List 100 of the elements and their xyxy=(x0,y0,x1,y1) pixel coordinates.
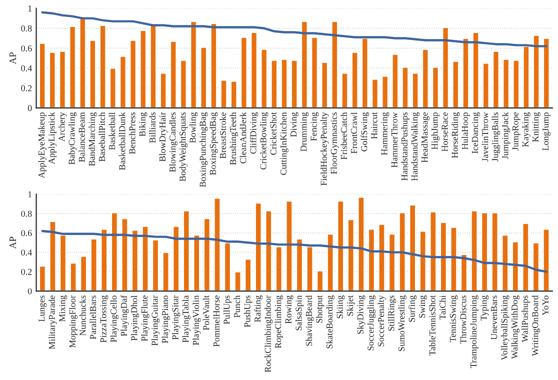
x-tick-label: JumpingJack xyxy=(502,112,510,160)
x-tick-label: Bowling xyxy=(189,112,198,143)
bar xyxy=(210,22,218,108)
bar xyxy=(290,59,298,108)
bar xyxy=(68,26,76,108)
bar xyxy=(100,228,108,292)
bar xyxy=(58,50,66,108)
bar xyxy=(89,40,96,108)
bar xyxy=(300,20,308,108)
bar xyxy=(250,32,258,108)
x-tick-label: GolfSwing xyxy=(360,112,370,152)
x-tick-label: WalkingWithDog xyxy=(511,295,520,359)
bar xyxy=(48,220,56,292)
x-tick-label: LongJump xyxy=(542,112,550,150)
bar xyxy=(452,60,460,108)
line-series xyxy=(41,230,548,273)
x-tick-label: HeadMassage xyxy=(421,112,430,162)
x-tick-label: PullUps xyxy=(223,296,232,324)
x-tick-label: TaiChi xyxy=(439,295,446,320)
bar xyxy=(234,271,242,292)
x-tick-label: TennisSwing xyxy=(450,295,458,342)
x-tick-label: Skijet xyxy=(346,295,355,316)
x-tick-label: Kayaking xyxy=(522,112,530,147)
bar xyxy=(522,222,530,292)
bar xyxy=(512,240,520,292)
y-tick-label: 0.2 xyxy=(21,268,32,275)
y-tick-label: 0.4 xyxy=(21,249,32,256)
y-tick-label: 1 xyxy=(28,191,32,198)
y-tick-label: 0.6 xyxy=(21,230,32,236)
x-tick-label: HighJump xyxy=(431,112,440,150)
bar xyxy=(120,218,128,292)
bar xyxy=(368,228,376,292)
bar xyxy=(109,67,117,108)
bar xyxy=(542,228,550,292)
x-tick-label: BasketballDunk xyxy=(118,112,126,170)
x-tick-label: CleanAndJerk xyxy=(240,112,246,164)
x-tick-label: PlayingDaf xyxy=(120,295,129,336)
bar xyxy=(482,62,490,108)
x-tick-label: Archery xyxy=(58,112,67,142)
bar xyxy=(491,212,499,292)
x-tick-label: PlayingDhol xyxy=(130,295,140,341)
x-tick-label: PlayingSitar xyxy=(172,295,180,340)
bar xyxy=(398,212,406,292)
x-tick-label: PlayingTabla xyxy=(182,295,190,342)
bar xyxy=(192,234,200,292)
bar xyxy=(542,38,550,108)
x-tick-label: Hammering xyxy=(381,112,390,155)
bar xyxy=(280,58,288,108)
bar xyxy=(460,254,468,292)
x-tick-label: JumpRope xyxy=(512,112,520,151)
x-tick-label: BreastStroke xyxy=(220,112,226,158)
x-tick-label: JavelinThrow xyxy=(482,112,488,162)
bar xyxy=(190,20,198,108)
y-tick-label: 0.8 xyxy=(21,210,32,217)
bar xyxy=(260,48,268,108)
x-tick-label: WritingOnBoard xyxy=(532,295,540,356)
x-tick-label: BabyCrawling xyxy=(68,112,77,164)
bar xyxy=(48,51,56,108)
bar xyxy=(432,66,440,108)
y-tick-label: 0 xyxy=(28,105,32,112)
x-tick-label: FieldHockeyPenalty xyxy=(320,112,329,186)
bar xyxy=(78,18,86,108)
x-tick-label: FrisbeeCatch xyxy=(340,112,348,160)
bar xyxy=(240,36,248,108)
x-tick-label: HammerThrow xyxy=(391,112,398,168)
y-tick-label: 0 xyxy=(28,288,32,294)
bar xyxy=(152,239,160,292)
x-tick-label: Drumming xyxy=(300,112,309,152)
line-series xyxy=(41,11,548,48)
bar xyxy=(412,72,420,108)
y-tick-label: 1 xyxy=(28,6,32,12)
x-tick-label: HandstandWalking xyxy=(411,112,420,181)
x-tick-label: ParallelBars xyxy=(90,296,96,340)
bar xyxy=(532,34,540,108)
bar xyxy=(330,20,338,108)
bar xyxy=(90,238,98,292)
y-tick-label: 0.8 xyxy=(21,25,32,32)
bar xyxy=(160,72,168,108)
bar xyxy=(522,46,530,108)
bar xyxy=(391,53,399,108)
x-tick-label: Biking xyxy=(139,112,148,136)
x-tick-label: Rowing xyxy=(285,295,294,324)
x-tick-label: Diving xyxy=(290,112,298,137)
bar xyxy=(110,212,118,292)
bar xyxy=(419,230,427,292)
x-tick-label: RopeClimbing xyxy=(274,295,284,348)
x-tick-label: BlowingCandles xyxy=(169,112,178,172)
x-tick-label: HandstandPushups xyxy=(401,112,410,181)
x-tick-label: PlayingCello xyxy=(110,296,119,342)
bar xyxy=(285,200,293,292)
bar xyxy=(275,246,283,292)
x-tick-label: BrushingTeeth xyxy=(230,112,238,165)
x-tick-label: SumoWrestling xyxy=(398,295,406,351)
bar xyxy=(351,51,359,108)
y-axis-title: AP xyxy=(10,236,16,249)
x-tick-label: Lunges xyxy=(38,296,47,322)
bar xyxy=(532,242,540,292)
x-tick-label: Surfing xyxy=(408,295,417,322)
bar xyxy=(357,196,365,292)
bar xyxy=(119,55,127,108)
